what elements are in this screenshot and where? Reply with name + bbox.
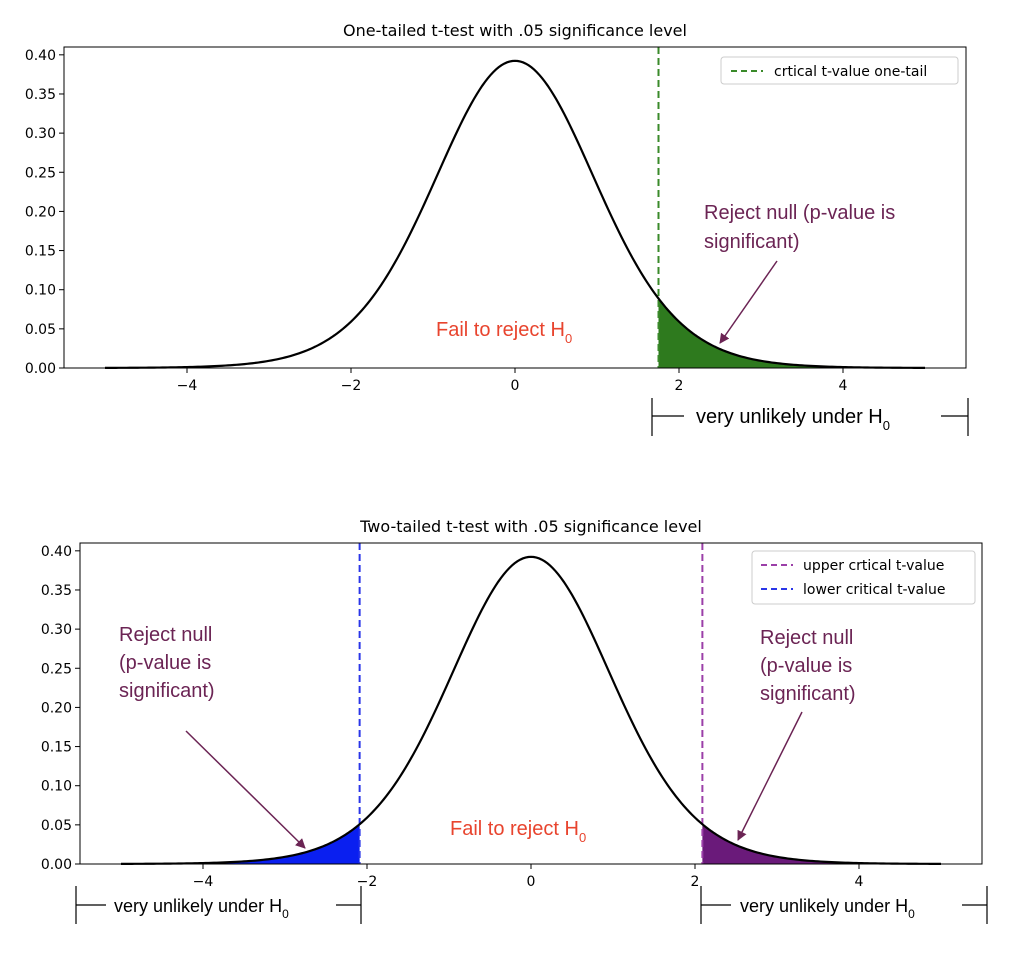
y-tick-label: 0.35	[25, 87, 56, 103]
x-tick-label: 0	[527, 874, 536, 890]
legend-box	[720, 56, 959, 85]
y-tick-label: 0.40	[41, 544, 72, 560]
chart-title: Two-tailed t-test with .05 significance …	[359, 517, 702, 536]
two-tailed-chart: Two-tailed t-test with .05 significance …	[41, 517, 988, 924]
y-tick-label: 0.10	[25, 283, 56, 299]
y-tick-label: 0.00	[41, 857, 72, 873]
y-tick-label: 0.40	[25, 48, 56, 64]
reject-null-right-label: Reject null (p-value is significant)	[760, 627, 859, 705]
x-tick-label: −2	[341, 378, 362, 394]
x-tick-label: 0	[511, 378, 520, 394]
fail-to-reject-label: Fail to reject H0	[450, 818, 586, 845]
shaded-region-0	[121, 824, 360, 864]
shaded-region-1	[702, 824, 941, 864]
y-tick-label: 0.15	[25, 244, 56, 260]
x-tick-label: 2	[691, 874, 700, 890]
reject-right-arrow	[737, 711, 803, 841]
y-tick-label: 0.25	[41, 661, 72, 677]
reject-null-label: Reject null (p-value is significant)	[704, 202, 901, 253]
legend: crtical t-value one-tail	[720, 56, 959, 85]
y-tick-label: 0.05	[41, 818, 72, 834]
density-curve	[104, 59, 926, 369]
reject-null-left-label: Reject null (p-value is significant)	[119, 624, 218, 702]
x-tick-label: 4	[855, 874, 864, 890]
density-curve	[120, 555, 942, 865]
x-tick-label: −2	[357, 874, 378, 890]
unlikely-bracket-right: very unlikely under H0	[700, 886, 988, 924]
y-tick-label: 0.15	[41, 740, 72, 756]
fail-to-reject-label: Fail to reject H0	[436, 319, 572, 346]
y-tick-label: 0.25	[25, 165, 56, 181]
y-tick-label: 0.10	[41, 779, 72, 795]
legend-label-lower: lower critical t-value	[803, 582, 945, 598]
unlikely-label: very unlikely under H0	[740, 896, 915, 921]
y-tick-label: 0.30	[41, 622, 72, 638]
legend: upper crtical t-value lower critical t-v…	[751, 550, 976, 605]
unlikely-bracket: very unlikely under H0	[651, 398, 969, 436]
y-tick-label: 0.00	[25, 361, 56, 377]
y-tick-label: 0.20	[25, 204, 56, 220]
x-tick-label: −4	[193, 874, 214, 890]
legend-box	[751, 550, 976, 605]
y-tick-label: 0.05	[25, 322, 56, 338]
x-tick-label: 2	[675, 378, 684, 394]
reject-arrow	[719, 260, 778, 344]
legend-label-upper: upper crtical t-value	[803, 558, 944, 574]
y-tick-label: 0.20	[41, 700, 72, 716]
x-tick-label: 4	[839, 378, 848, 394]
legend-label-critical: crtical t-value one-tail	[774, 64, 927, 80]
unlikely-bracket-left: very unlikely under H0	[75, 886, 362, 924]
unlikely-label: very unlikely under H0	[114, 896, 289, 921]
unlikely-label: very unlikely under H0	[696, 406, 890, 433]
shaded-region-0	[658, 298, 925, 368]
x-tick-label: −4	[177, 378, 198, 394]
reject-left-arrow	[185, 730, 306, 849]
chart-title: One-tailed t-test with .05 significance …	[343, 21, 687, 40]
one-tailed-chart: One-tailed t-test with .05 significance …	[25, 21, 969, 436]
y-tick-label: 0.30	[25, 126, 56, 142]
y-tick-label: 0.35	[41, 583, 72, 599]
